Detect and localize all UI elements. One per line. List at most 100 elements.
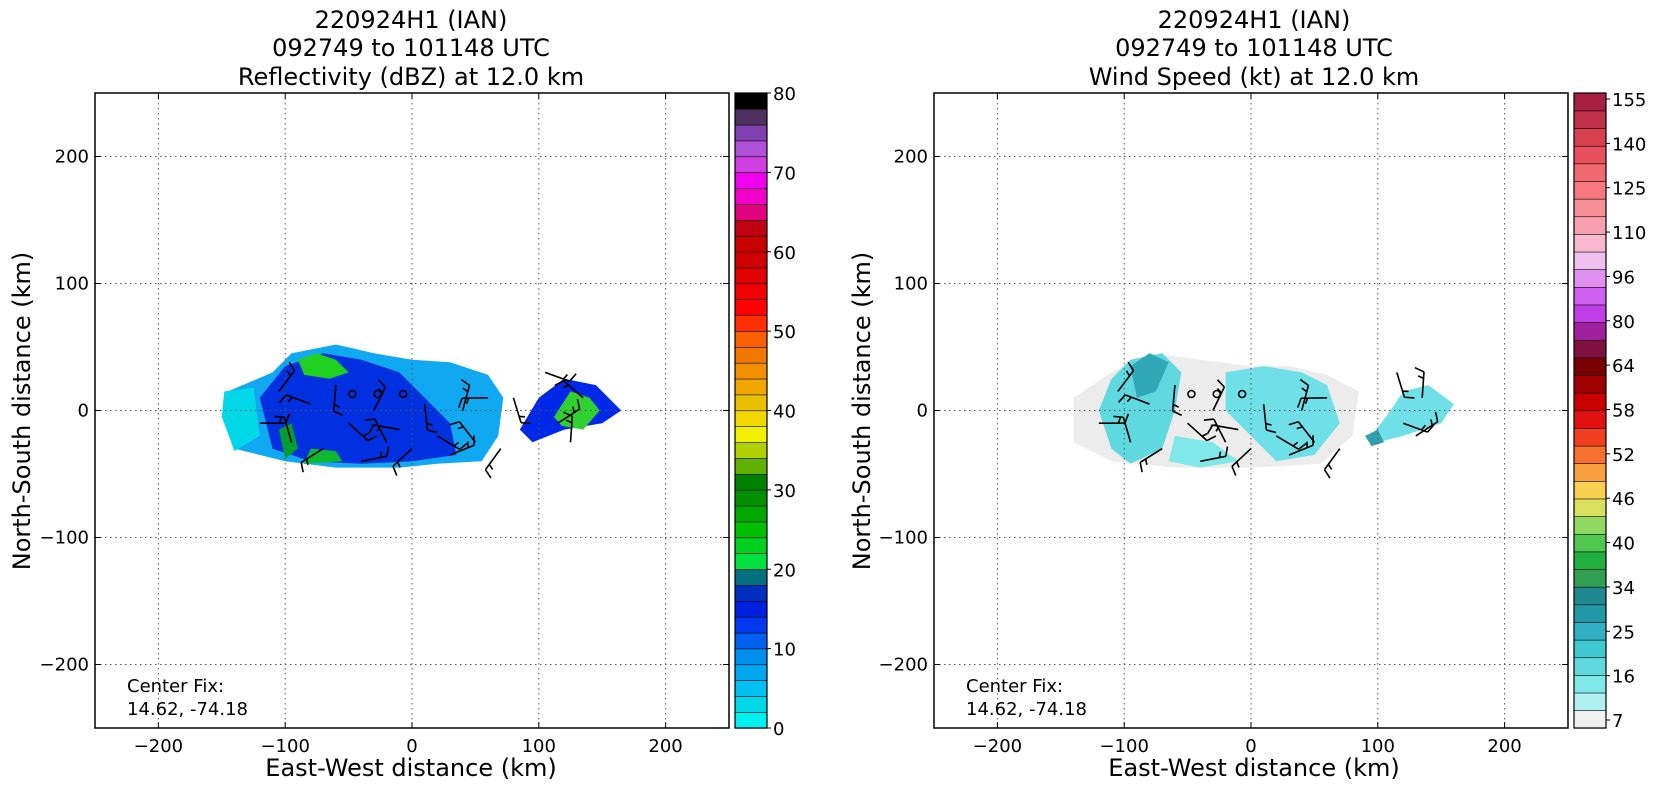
reflectivity-colorbar-segment — [734, 299, 768, 316]
wind-wind-barb — [1139, 447, 1163, 473]
reflectivity-panel: 220924H1 (IAN) 092749 to 101148 UTC Refl… — [8, 6, 796, 782]
reflectivity-region-green-cell-1 — [297, 353, 349, 379]
reflectivity-colorbar-tick-label: 80 — [773, 84, 796, 105]
reflectivity-wind-barb — [348, 422, 378, 442]
wind-xlabel: East-West distance (km) — [1108, 754, 1399, 782]
reflectivity-center-circle — [348, 389, 357, 399]
wind-colorbar-segment — [1573, 621, 1607, 641]
reflectivity-colorbar-segment — [734, 187, 768, 205]
wind-colorbar-segment — [1573, 568, 1607, 588]
reflectivity-colorbar-segment — [734, 92, 768, 110]
wind-colorbar-segment — [1573, 710, 1607, 729]
reflectivity-region-main-core — [259, 353, 457, 464]
wind-colorbar-segment — [1573, 269, 1607, 288]
wind-colorbar-tick-label: 46 — [1612, 489, 1635, 510]
reflectivity-colorbar-segment — [734, 314, 768, 332]
wind-colorbar-tick-label: 96 — [1612, 267, 1635, 288]
wind-xtick-label: 100 — [1361, 736, 1395, 757]
wind-colorbar-segment — [1573, 251, 1607, 270]
reflectivity-colorbar-segment — [734, 584, 768, 602]
wind-wind-barb — [1323, 448, 1341, 479]
wind-wind-barb — [1117, 361, 1135, 392]
wind-wind-barb — [1206, 424, 1239, 435]
reflectivity-wind-barb — [457, 397, 489, 408]
reflectivity-xlabel: East-West distance (km) — [265, 754, 556, 782]
reflectivity-colorbar-segment — [734, 680, 768, 697]
wind-region-cyan-south — [1168, 435, 1239, 468]
wind-title-line-3: Wind Speed (kt) at 12.0 km — [1089, 63, 1420, 91]
reflectivity-region-cyan-fringe — [221, 387, 260, 452]
wind-colorbar-tick-label: 16 — [1612, 667, 1635, 688]
wind-colorbar-segment — [1573, 127, 1607, 147]
wind-colorbar-segment — [1573, 110, 1607, 129]
reflectivity-wind-barb — [274, 415, 293, 443]
reflectivity-ytick-label: 0 — [78, 401, 89, 422]
wind-xtick-label: −100 — [1099, 736, 1148, 757]
wind-colorbar-tick-label: 52 — [1612, 445, 1635, 466]
wind-wind-barb — [1171, 385, 1183, 417]
wind-speed-plot-area: −200 −100 0 100 200 −200 −100 0 100 200 — [879, 92, 1569, 757]
wind-wind-barb — [1118, 394, 1150, 405]
wind-xtick-label: −200 — [973, 736, 1022, 757]
wind-colorbar-tick-label: 64 — [1612, 356, 1635, 377]
wind-wind-barb — [1231, 448, 1252, 476]
wind-colorbar-tick-label: 40 — [1612, 534, 1635, 555]
reflectivity-colorbar-segment — [734, 441, 768, 459]
wind-center-circle — [1212, 389, 1222, 399]
reflectivity-colorbar-segment — [734, 346, 768, 364]
wind-colorbar-segment — [1573, 92, 1607, 112]
wind-colorbar-segment — [1573, 427, 1607, 447]
reflectivity-wind-barb — [544, 371, 577, 383]
wind-colorbar-segment — [1573, 180, 1607, 200]
reflectivity-colorbar-segment — [734, 537, 768, 554]
wind-wind-barb — [1187, 422, 1217, 442]
reflectivity-colorbar-segment — [734, 695, 768, 713]
wind-wind-barb — [1415, 411, 1439, 437]
reflectivity-title-line-2: 092749 to 101148 UTC — [272, 34, 550, 62]
wind-colorbar-tick-label: 7 — [1612, 711, 1623, 732]
wind-colorbar-segment — [1573, 516, 1607, 535]
reflectivity-colorbar-segment — [734, 251, 768, 269]
reflectivity-colorbar-segment — [734, 124, 768, 142]
wind-xtick-label: 0 — [1245, 736, 1256, 757]
wind-colorbar-segment — [1573, 392, 1607, 412]
reflectivity-colorbar-segment — [734, 426, 768, 443]
wind-colorbar-segment — [1573, 586, 1607, 606]
wind-wind-barb — [1414, 366, 1425, 398]
reflectivity-wind-barb — [361, 446, 390, 463]
wind-ytick-label: −200 — [879, 655, 928, 676]
reflectivity-colorbar-segment — [734, 219, 768, 237]
wind-wind-barb — [1288, 420, 1316, 443]
wind-colorbar-segment — [1573, 198, 1607, 218]
wind-wind-barb — [1113, 415, 1132, 443]
reflectivity-colorbar-segment — [734, 410, 768, 427]
wind-colorbar-segment — [1573, 163, 1607, 182]
reflectivity-wind-barb — [300, 447, 324, 473]
reflectivity-colorbar-segment — [734, 283, 768, 300]
wind-colorbar-segment — [1573, 304, 1607, 323]
reflectivity-colorbar-tick-label: 20 — [773, 560, 796, 581]
reflectivity-wind-barb — [562, 411, 574, 443]
reflectivity-title-line-1: 220924H1 (IAN) — [315, 6, 508, 34]
reflectivity-wind-barb — [279, 394, 311, 405]
reflectivity-colorbar-tick-label: 70 — [773, 163, 796, 184]
reflectivity-colorbar-tick-label: 30 — [773, 481, 796, 502]
reflectivity-colorbar-segment — [734, 473, 768, 491]
wind-colorbar-segment — [1573, 674, 1607, 694]
wind-colorbar-segment — [1573, 657, 1607, 676]
reflectivity-ytick-label: −200 — [40, 655, 89, 676]
wind-center-circle — [1237, 389, 1247, 399]
wind-colorbar-segment — [1573, 286, 1607, 306]
wind-speed-panel: 220924H1 (IAN) 092749 to 101148 UTC Wind… — [848, 6, 1646, 782]
reflectivity-colorbar-segment — [734, 489, 768, 507]
reflectivity-colorbar-segment — [734, 394, 768, 412]
wind-colorbar-tick-label: 140 — [1612, 134, 1646, 155]
reflectivity-wind-barb — [436, 435, 468, 450]
reflectivity-xtick-label: −200 — [134, 736, 183, 757]
reflectivity-colorbar-segment — [734, 664, 768, 681]
wind-colorbar-segment — [1573, 463, 1607, 482]
reflectivity-colorbar-tick-label: 50 — [773, 322, 796, 343]
wind-colorbar-segment — [1573, 604, 1607, 623]
reflectivity-colorbar-segment — [734, 235, 768, 253]
reflectivity-colorbar-segment — [734, 330, 768, 348]
